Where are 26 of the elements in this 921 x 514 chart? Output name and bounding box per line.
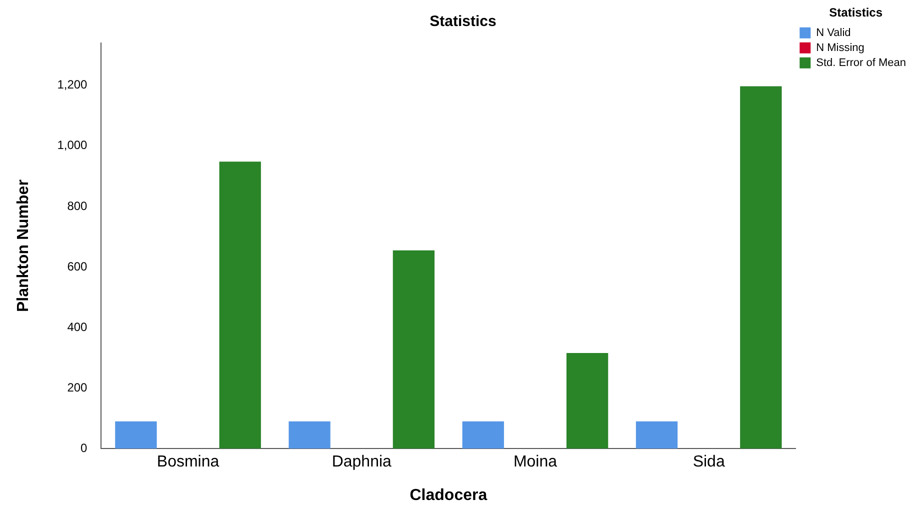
bar <box>566 352 608 449</box>
x-tick-label: Sida <box>692 454 725 471</box>
y-tick-label: 1,000 <box>57 138 88 152</box>
legend-label: N Missing <box>816 42 864 54</box>
x-tick-label: Bosmina <box>156 454 220 471</box>
bar <box>288 421 330 449</box>
x-tick-label: Daphnia <box>332 454 392 471</box>
y-tick-label: 1,200 <box>57 78 88 92</box>
x-tick-label: Moina <box>513 454 558 471</box>
y-tick-label: 400 <box>67 320 88 334</box>
legend-label: N Valid <box>816 26 851 39</box>
bar <box>636 421 678 449</box>
bar <box>462 421 504 449</box>
bar <box>392 250 435 449</box>
y-tick-label: 800 <box>67 198 88 213</box>
y-tick-label: 0 <box>80 440 88 455</box>
y-tick-label: 200 <box>67 380 88 394</box>
x-axis-title: Cladocera <box>410 486 488 504</box>
legend-label: Std. Error of Mean <box>816 56 906 69</box>
y-axis-title: Plankton Number <box>15 180 32 312</box>
legend-title: Statistics <box>829 5 883 20</box>
bar <box>219 162 261 449</box>
y-tick-label: 600 <box>67 259 88 274</box>
bar <box>740 86 782 449</box>
bar <box>115 421 157 449</box>
chart-title: Statistics <box>430 13 496 30</box>
